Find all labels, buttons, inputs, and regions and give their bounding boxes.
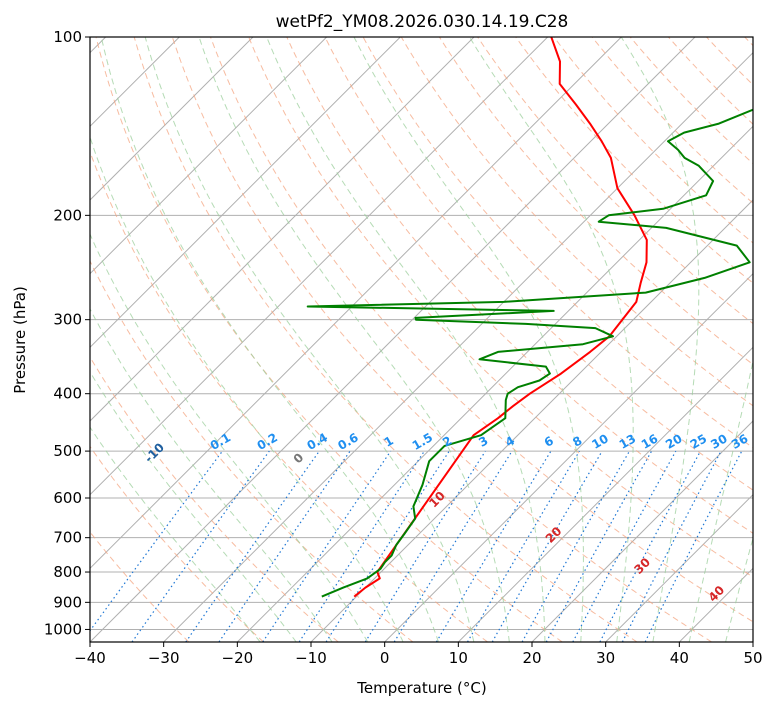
y-axis-label: Pressure (hPa) <box>11 286 29 394</box>
y-tick-label: 200 <box>53 206 82 224</box>
x-tick-label: 0 <box>380 649 390 667</box>
y-tick-label: 300 <box>53 311 82 329</box>
y-tick-label: 900 <box>53 593 82 611</box>
x-axis-label: Temperature (°C) <box>356 679 486 697</box>
chart-title: wetPf2_YM08.2026.030.14.19.C28 <box>276 12 569 32</box>
x-tick-label: 20 <box>522 649 541 667</box>
x-tick-label: 30 <box>596 649 615 667</box>
x-tick-label: 40 <box>670 649 689 667</box>
x-tick-label: −30 <box>148 649 180 667</box>
x-tick-label: 10 <box>449 649 468 667</box>
y-tick-label: 100 <box>53 28 82 46</box>
x-tick-label: −20 <box>222 649 254 667</box>
y-tick-label: 500 <box>53 442 82 460</box>
y-tick-label: 700 <box>53 529 82 547</box>
x-tick-label: 50 <box>743 649 762 667</box>
x-tick-label: −40 <box>74 649 106 667</box>
y-tick-label: 800 <box>53 563 82 581</box>
x-tick-label: −10 <box>295 649 327 667</box>
y-tick-label: 400 <box>53 385 82 403</box>
y-tick-label: 600 <box>53 489 82 507</box>
y-tick-label: 1000 <box>44 620 82 638</box>
